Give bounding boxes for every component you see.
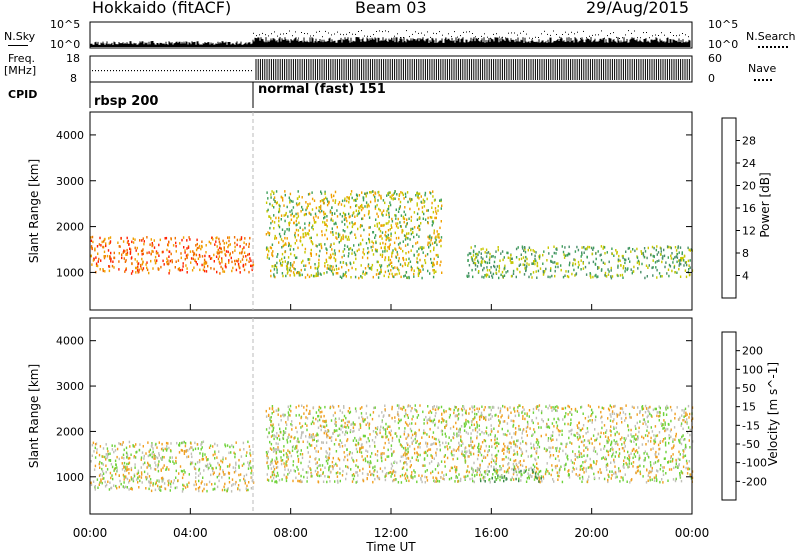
cpid-segment-rbsp-id: 200 <box>131 94 159 109</box>
velocity-colorbar-tick-1: 100 <box>742 363 763 376</box>
echo-region-vel-1 <box>265 404 694 484</box>
power-colorbar-tick-3: 16 <box>742 202 756 215</box>
freq-label: Freq. <box>8 52 36 65</box>
power-colorbar-tick-0: 4 <box>742 270 749 283</box>
ytick-label-power-1: 2000 <box>56 221 84 234</box>
cpid-segment-rbsp: rbsp 200 <box>94 94 158 109</box>
cpid-segment-normal-id: 151 <box>358 82 386 97</box>
xtick-label-1: 04:00 <box>173 526 208 540</box>
velocity-colorbar: 200 100 50 15 -15 -50 -100 -200 <box>721 331 767 501</box>
power-panel: 1000 2000 3000 4000 <box>56 111 694 311</box>
freq-tick-bottom: 8 <box>70 72 77 85</box>
cpid-label: CPID <box>8 88 38 101</box>
power-ylabel: Slant Range [km] <box>27 159 41 263</box>
beam-title: Beam 03 <box>355 0 427 17</box>
power-colorbar-label: Power [dB] <box>758 172 772 237</box>
velocity-colorbar-tick-7: -200 <box>742 475 767 488</box>
date-title: 29/Aug/2015 <box>586 0 690 17</box>
velocity-colorbar-tick-6: -100 <box>742 457 767 470</box>
velocity-colorbar-tick-5: -50 <box>742 438 760 451</box>
velocity-colorbar-tick-2: 50 <box>742 382 756 395</box>
ytick-label-power-3: 4000 <box>56 129 84 142</box>
power-colorbar-tick-2: 12 <box>742 225 756 238</box>
velocity-colorbar-label: Velocity [m s^-1] <box>766 362 780 466</box>
power-colorbar-tick-4: 20 <box>742 180 756 193</box>
velocity-colorbar-tick-0: 200 <box>742 345 763 358</box>
echo-region-power-1 <box>265 190 443 280</box>
power-colorbar-tick-5: 24 <box>742 157 756 170</box>
noise-panel <box>89 21 693 49</box>
cpid-segment-normal: normal (fast) 151 <box>258 82 386 97</box>
power-colorbar-tick-6: 28 <box>742 135 756 148</box>
cpid-segment-rbsp-name: rbsp <box>94 94 127 109</box>
echo-region-power-2 <box>466 245 694 280</box>
nave-tick-top: 60 <box>708 52 722 65</box>
power-colorbar: 4 8 12 16 20 24 28 <box>721 117 756 299</box>
ytick-label-vel-2: 3000 <box>56 380 84 393</box>
ytick-label-power-2: 3000 <box>56 175 84 188</box>
nsearch-tick-bottom: 10^0 <box>708 38 739 51</box>
xtick-label-0: 00:00 <box>73 526 108 540</box>
nave-tick-bottom: 0 <box>708 72 715 85</box>
nsky-tick-top: 10^5 <box>50 18 81 31</box>
echo-region-vel-0 <box>90 440 255 493</box>
freq-tick-top: 18 <box>66 52 80 65</box>
nsearch-dotted <box>758 46 788 48</box>
ytick-label-power-0: 1000 <box>56 266 84 279</box>
ytick-label-vel-0: 1000 <box>56 471 84 484</box>
x-axis-label: Time UT <box>365 540 416 554</box>
xtick-label-4: 16:00 <box>474 526 509 540</box>
freq-unit-label: [MHz] <box>4 64 37 77</box>
power-colorbar-tick-1: 8 <box>742 247 749 260</box>
ytick-label-vel-1: 2000 <box>56 425 84 438</box>
velocity-ylabel: Slant Range [km] <box>27 364 41 468</box>
xtick-label-6: 00:00 <box>675 526 710 540</box>
nsky-label: N.Sky <box>4 30 36 43</box>
nsearch-tick-top: 10^5 <box>708 18 739 31</box>
nsky-underline <box>8 45 28 46</box>
station-title: Hokkaido (fitACF) <box>92 0 232 17</box>
ytick-label-vel-3: 4000 <box>56 335 84 348</box>
xtick-label-3: 12:00 <box>374 526 409 540</box>
freq-panel <box>89 55 693 83</box>
cpid-segment-normal-name: normal (fast) <box>258 82 355 97</box>
velocity-colorbar-tick-4: -15 <box>742 419 760 432</box>
echo-region-power-0 <box>90 235 255 275</box>
velocity-panel: 1000 2000 3000 4000 00:00 04:00 08:00 12:00 16:… <box>56 304 709 540</box>
nsky-tick-bottom: 10^0 <box>50 38 81 51</box>
xtick-label-2: 08:00 <box>273 526 308 540</box>
xtick-label-5: 20:00 <box>574 526 609 540</box>
nave-dotted <box>754 79 772 81</box>
velocity-colorbar-tick-3: 15 <box>742 401 756 414</box>
echo-region-vel-2 <box>471 467 543 483</box>
nave-label: Nave <box>748 62 777 75</box>
nsearch-label: N.Search <box>746 30 796 43</box>
